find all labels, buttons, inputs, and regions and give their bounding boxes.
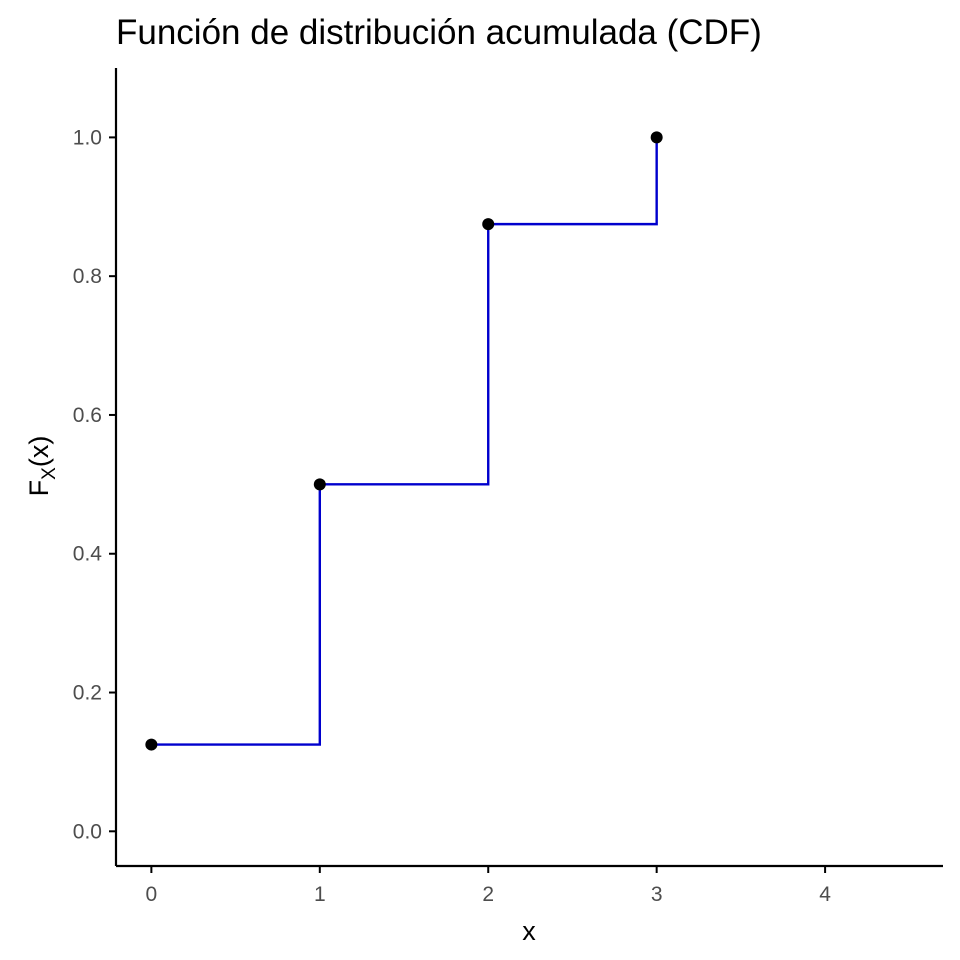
y-axis-title-main: F xyxy=(24,480,54,497)
y-tick-label: 0.0 xyxy=(73,820,102,843)
x-axis-ticks: 0 1 2 3 4 xyxy=(146,866,831,906)
x-axis-title: x xyxy=(522,916,536,946)
cdf-point xyxy=(650,131,663,144)
x-tick-label: 1 xyxy=(314,883,326,906)
y-axis-title-subscript: X xyxy=(39,467,60,480)
cdf-series xyxy=(151,137,658,746)
x-tick-label: 3 xyxy=(651,883,663,906)
cdf-point xyxy=(482,218,495,231)
y-tick-label: 1.0 xyxy=(73,126,102,149)
y-tick-label: 0.6 xyxy=(73,404,102,427)
y-tick-label: 0.2 xyxy=(73,682,102,705)
x-tick-label: 2 xyxy=(482,883,494,906)
y-axis-title: FX(x) xyxy=(24,436,60,497)
x-tick-label: 0 xyxy=(146,883,158,906)
cdf-step-line xyxy=(151,137,658,746)
y-tick-label: 0.4 xyxy=(73,543,103,566)
y-axis-title-suffix: (x) xyxy=(24,436,54,467)
cdf-point xyxy=(145,738,158,751)
chart-title: Función de distribución acumulada (CDF) xyxy=(116,13,762,52)
y-axis-ticks: 0.0 0.2 0.4 0.6 0.8 1.0 xyxy=(73,126,116,843)
x-tick-label: 4 xyxy=(819,883,831,906)
cdf-points xyxy=(145,131,663,751)
cdf-point xyxy=(313,478,326,491)
y-tick-label: 0.8 xyxy=(73,265,102,288)
